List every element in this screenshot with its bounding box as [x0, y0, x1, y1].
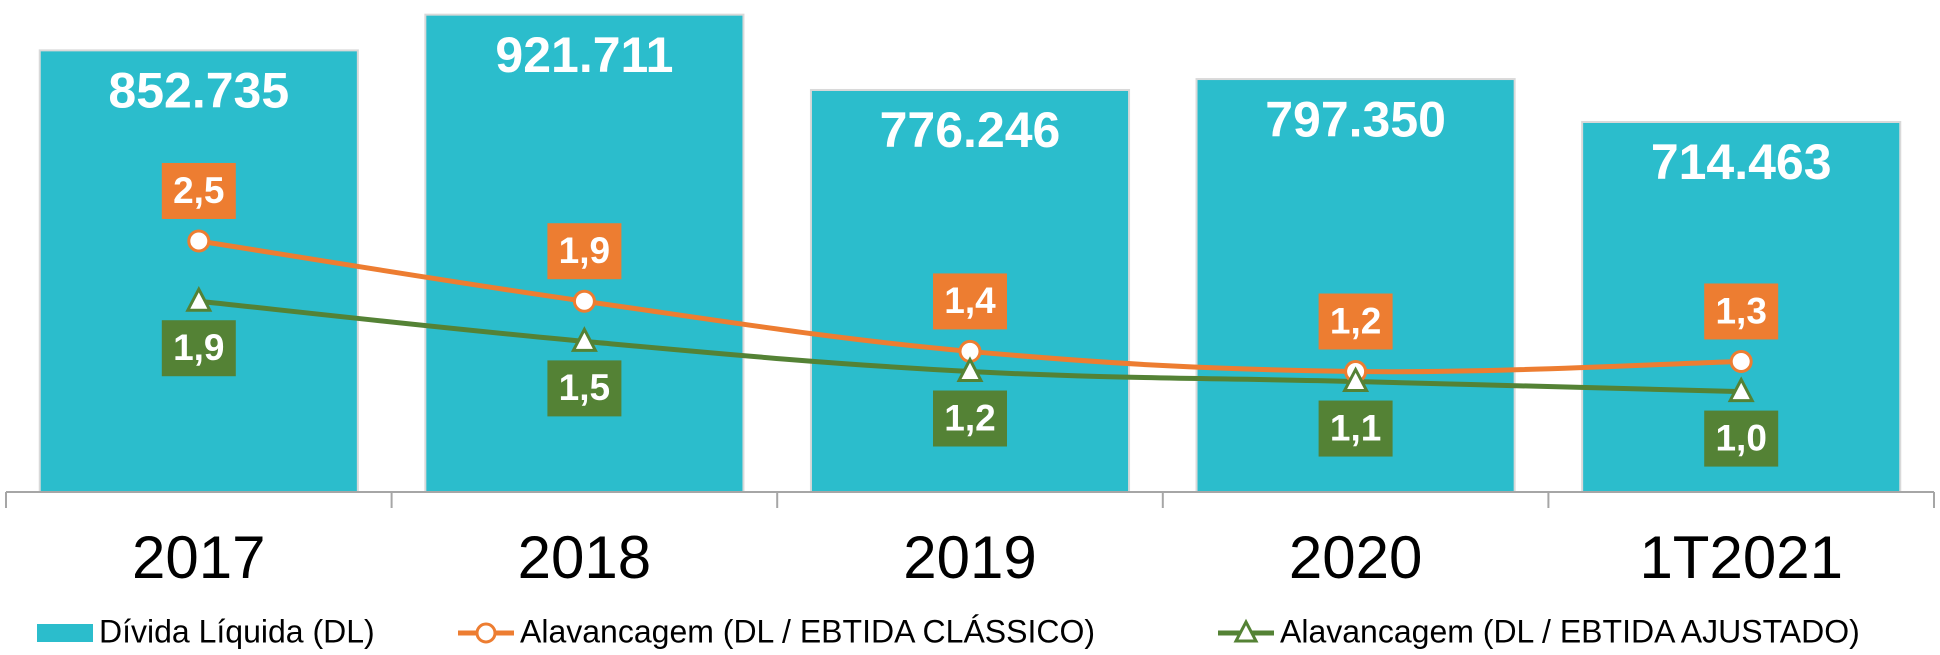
bar-value-label: 797.350 [1265, 91, 1446, 147]
marker [572, 289, 596, 313]
x-tick-label: 1T2021 [1639, 524, 1843, 591]
data-label: 1,2 [1330, 300, 1381, 341]
legend-label: Alavancagem (DL / EBTIDA CLÁSSICO) [520, 613, 1095, 649]
marker [956, 356, 984, 383]
x-tick-label: 2020 [1289, 524, 1422, 591]
x-tick-label: 2017 [132, 524, 265, 591]
data-label: 1,3 [1715, 290, 1766, 331]
data-label-box [1704, 410, 1779, 467]
bar-value-label: 852.735 [108, 63, 289, 119]
marker [1342, 366, 1370, 393]
data-label-box [933, 390, 1007, 447]
data-label-box [547, 360, 622, 417]
marker [185, 285, 213, 312]
marker [1727, 376, 1755, 403]
data-label-box [547, 223, 622, 280]
x-tick-label: 2018 [518, 524, 651, 591]
data-label-box [1318, 293, 1393, 350]
data-label: 1,0 [1715, 417, 1766, 458]
data-label-box [161, 162, 236, 219]
marker [570, 326, 598, 352]
bar [38, 49, 359, 494]
marker [1729, 349, 1753, 373]
x-tick-label: 2019 [903, 524, 1036, 591]
data-label: 1,2 [944, 397, 995, 438]
marker [187, 229, 211, 253]
legend-label: Dívida Líquida (DL) [99, 613, 375, 649]
bar-value-label: 921.711 [495, 27, 673, 83]
legend-label: Alavancagem (DL / EBTIDA AJUSTADO) [1280, 613, 1860, 649]
bar-value-label: 714.463 [1651, 134, 1832, 190]
bar-value-label: 776.246 [880, 102, 1061, 158]
data-label-box [1318, 400, 1393, 457]
data-label: 1,4 [944, 280, 996, 321]
data-label-box [1704, 283, 1779, 340]
legend-marker [1233, 618, 1259, 643]
data-label: 1,9 [559, 230, 610, 271]
legend-marker [475, 622, 497, 644]
legend-swatch [37, 624, 93, 642]
data-label: 1,5 [559, 367, 610, 408]
data-label-box [933, 273, 1007, 330]
data-label: 1,1 [1330, 407, 1381, 448]
data-label: 1,9 [173, 327, 224, 368]
data-label-box [161, 320, 236, 377]
data-label: 2,5 [173, 170, 224, 211]
